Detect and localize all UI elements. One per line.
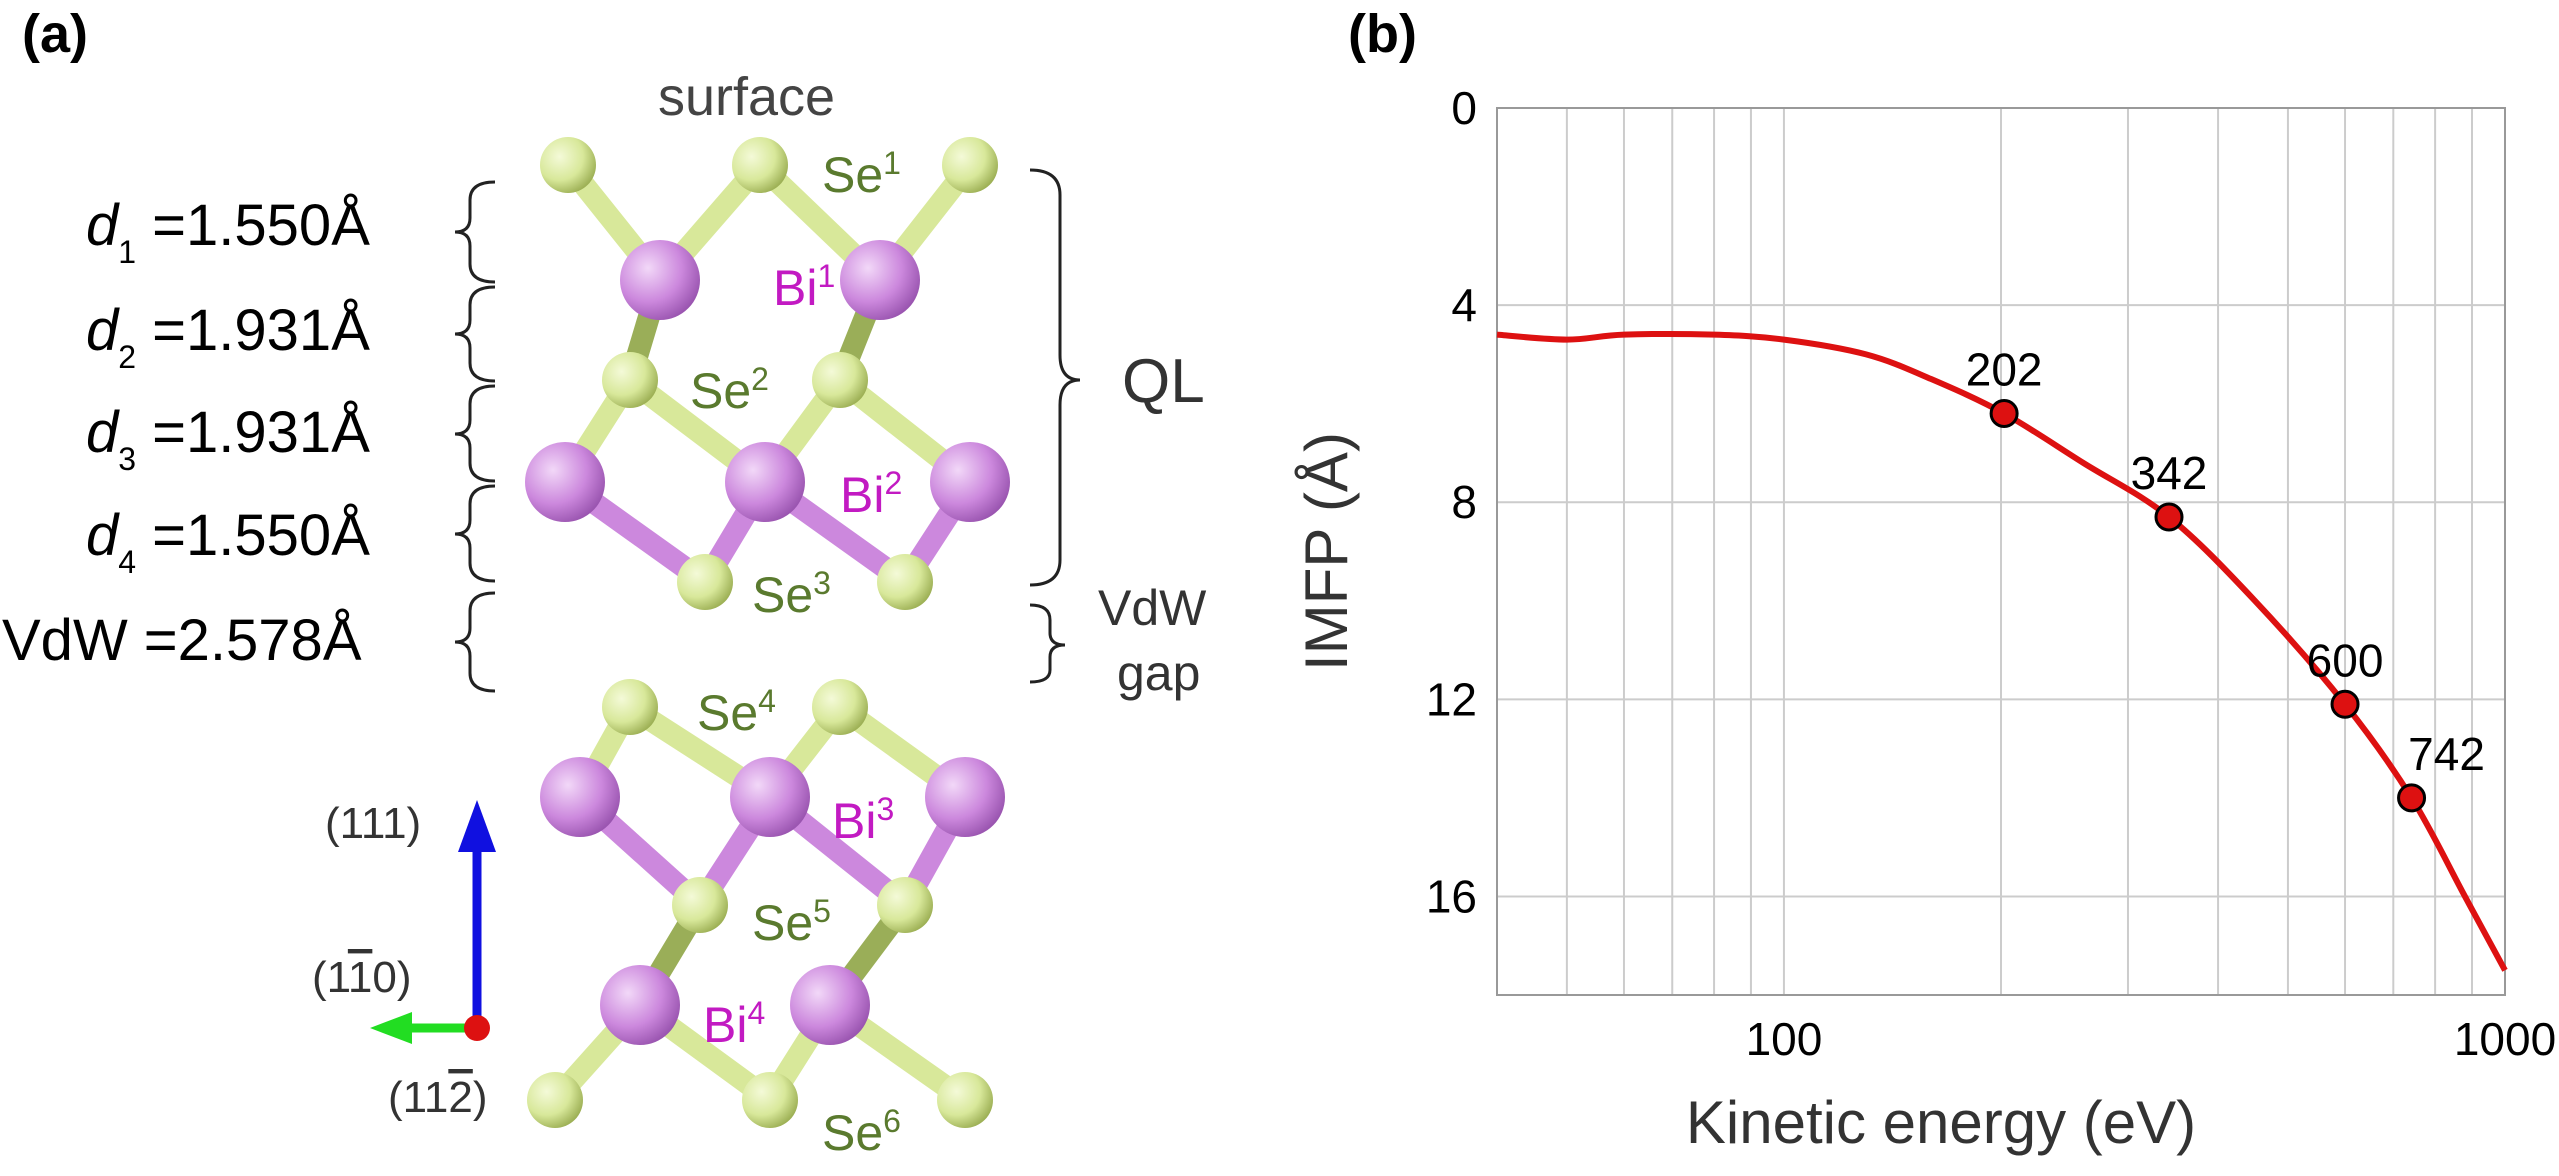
bi-atom	[925, 757, 1005, 837]
brace-d3	[454, 384, 496, 483]
bi-atom	[790, 965, 870, 1045]
data-point-label: 342	[2131, 447, 2208, 499]
data-point-label: 742	[2408, 728, 2485, 780]
y-tick-label: 12	[1426, 673, 1477, 725]
atom-label-se4: Se4	[697, 683, 776, 741]
brace-ql	[1029, 168, 1081, 587]
se-atom	[540, 137, 596, 193]
bi-atom	[620, 240, 700, 320]
distance-d3: d3 =1.931Å	[86, 400, 370, 477]
bi-atom	[840, 240, 920, 320]
vdw-gap-line2: gap	[1117, 645, 1200, 701]
axis-label-1-10: (110)	[312, 953, 411, 1002]
x-tick-label: 1000	[2454, 1013, 2556, 1065]
vdw-gap-line1: VdW	[1098, 580, 1207, 636]
axis-label-111: (111)	[325, 799, 421, 848]
se-atom	[877, 554, 933, 610]
panel-b-label: (b)	[1348, 4, 1417, 64]
data-point	[1989, 399, 2019, 429]
brace-d4	[454, 484, 496, 583]
panel-a-label: (a)	[22, 4, 88, 64]
atom-label-bi1: Bi1	[773, 258, 835, 316]
bi-atom	[540, 757, 620, 837]
se-atom	[812, 352, 868, 408]
se-atom	[742, 1072, 798, 1128]
y-tick-labels: 0 4 8 12 16	[1426, 82, 1477, 922]
se-atom	[527, 1072, 583, 1128]
brace-d1	[454, 180, 496, 284]
atom-label-bi2: Bi2	[840, 465, 902, 523]
atom-label-bi3: Bi3	[832, 791, 894, 849]
x-axis-title: Kinetic energy (eV)	[1686, 1089, 2196, 1156]
imfp-curve-series	[1496, 331, 2508, 972]
se-atom	[812, 679, 868, 735]
bi-atom	[930, 442, 1010, 522]
atom-label-se1: Se1	[822, 145, 901, 203]
brace-d2	[454, 285, 496, 383]
data-point	[2397, 783, 2427, 813]
brace-vdw	[454, 591, 496, 693]
right-braces	[1029, 168, 1081, 684]
atoms	[525, 137, 1010, 1128]
y-tick-label: 8	[1451, 476, 1477, 528]
atom-label-se2: Se2	[690, 361, 769, 419]
distance-d4: d4 =1.550Å	[86, 503, 370, 580]
distance-vdw: VdW =2.578Å	[2, 608, 362, 673]
y-tick-label: 16	[1426, 870, 1477, 922]
vertical-arrowhead-icon	[458, 800, 496, 852]
distance-labels: d1 =1.550Å d2 =1.931Å d3 =1.931Å d4 =1.5…	[2, 193, 370, 673]
brace-vdw-gap	[1029, 603, 1066, 684]
atom-labels: Se1 Bi1 Se2 Bi2 Se3 Se4 Bi3 Se5 Bi4 Se6	[690, 145, 902, 1161]
distance-d2: d2 =1.931Å	[86, 298, 370, 375]
se-atom	[602, 352, 658, 408]
se-atom	[942, 137, 998, 193]
distance-d1: d1 =1.550Å	[86, 193, 370, 270]
crystal-structure: Se1 Bi1 Se2 Bi2 Se3 Se4 Bi3 Se5 Bi4 Se6	[525, 137, 1010, 1161]
ql-label: QL	[1122, 347, 1205, 416]
x-tick-labels: 100 1000	[1746, 1013, 2557, 1065]
bi-atom	[725, 442, 805, 522]
y-tick-label: 0	[1451, 82, 1477, 134]
atom-label-se5: Se5	[752, 893, 831, 951]
horizontal-arrowhead-icon	[370, 1012, 412, 1044]
bi-atom	[600, 965, 680, 1045]
se-atom	[672, 877, 728, 933]
x-tick-label: 100	[1746, 1013, 1823, 1065]
atom-label-se6: Se6	[822, 1103, 901, 1161]
left-braces	[454, 180, 496, 693]
grid-lines	[1497, 108, 2505, 995]
data-point	[2330, 689, 2360, 719]
plot-frame	[1496, 107, 2506, 996]
data-point	[2154, 502, 2184, 532]
axis-label-11-2: (112)	[388, 1073, 487, 1122]
data-point-label: 202	[1966, 344, 2043, 396]
bi-atom	[525, 442, 605, 522]
crystal-axes: (111) (110) (112)	[312, 799, 496, 1122]
data-points: 202 342 600 742	[1966, 344, 2485, 813]
imfp-chart: 0 4 8 12 16 100 1000 202 342 600 742 Kinetic ene…	[1293, 82, 2556, 1156]
se-atom	[732, 137, 788, 193]
y-axis-title: IMFP (Å)	[1293, 432, 1360, 671]
origin-dot	[464, 1015, 490, 1041]
se-atom	[877, 877, 933, 933]
y-tick-label: 4	[1451, 279, 1477, 331]
atom-label-bi4: Bi4	[703, 995, 765, 1053]
surface-label: surface	[658, 67, 835, 127]
atom-label-se3: Se3	[752, 565, 831, 623]
se-atom	[602, 679, 658, 735]
se-atom	[677, 554, 733, 610]
bi-atom	[730, 757, 810, 837]
data-point-label: 600	[2307, 634, 2384, 686]
se-atom	[937, 1072, 993, 1128]
